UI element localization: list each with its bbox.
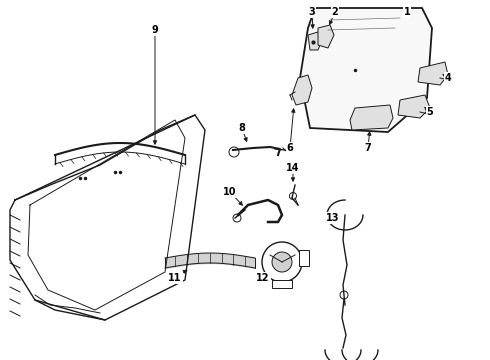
Text: 13: 13	[326, 213, 340, 223]
Polygon shape	[398, 95, 430, 118]
Text: 5: 5	[427, 107, 433, 117]
Circle shape	[262, 242, 302, 282]
Polygon shape	[292, 75, 312, 105]
Text: 4: 4	[444, 73, 451, 83]
Circle shape	[272, 252, 292, 272]
Text: 8: 8	[239, 123, 245, 133]
Text: 9: 9	[151, 25, 158, 35]
Polygon shape	[300, 8, 432, 132]
Text: 1: 1	[404, 7, 411, 17]
Circle shape	[290, 193, 296, 199]
Text: 10: 10	[223, 187, 237, 197]
Text: 11: 11	[168, 273, 182, 283]
Polygon shape	[318, 25, 334, 48]
Circle shape	[340, 291, 348, 299]
Bar	[272, 280, 292, 288]
Text: 7: 7	[365, 143, 371, 153]
Circle shape	[229, 147, 239, 157]
Polygon shape	[418, 62, 448, 85]
Polygon shape	[350, 105, 393, 130]
Text: 14: 14	[286, 163, 300, 173]
Text: 12: 12	[256, 273, 270, 283]
Circle shape	[233, 214, 241, 222]
Bar	[299, 250, 309, 266]
Text: 6: 6	[287, 143, 294, 153]
Text: 3: 3	[309, 7, 316, 17]
Polygon shape	[308, 32, 322, 50]
Text: 2: 2	[332, 7, 339, 17]
